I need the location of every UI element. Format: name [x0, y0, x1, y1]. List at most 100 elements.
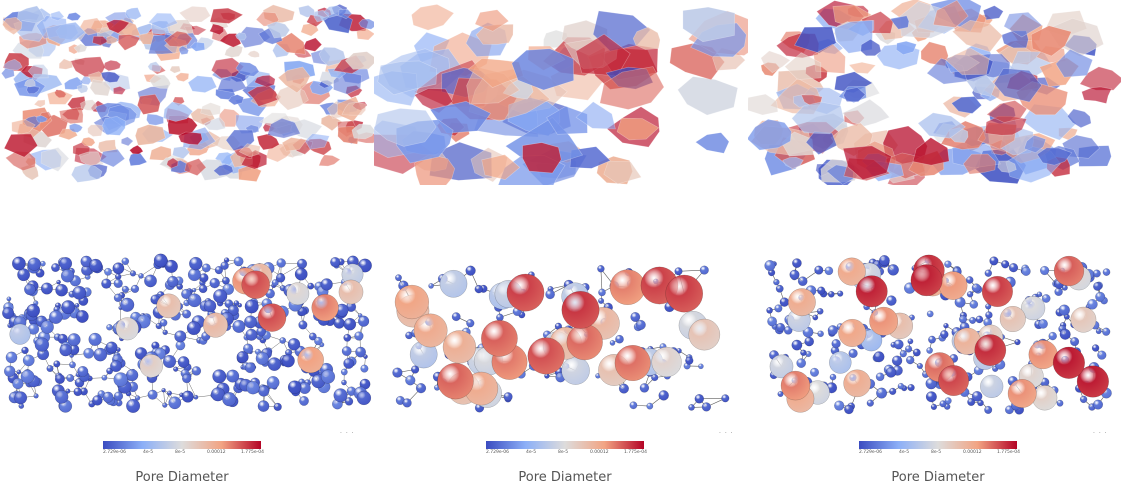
pore-sphere: [545, 289, 555, 300]
pore-sphere: [848, 348, 858, 359]
pore-sphere: [115, 317, 139, 341]
grain-region: [178, 45, 189, 55]
grain-region: [69, 123, 83, 133]
pore-sphere: [665, 274, 704, 313]
pore-sphere: [186, 321, 201, 336]
grain-region: [1036, 147, 1073, 166]
pore-sphere: [53, 360, 61, 368]
pore-sphere: [246, 380, 260, 395]
grain-region: [281, 137, 307, 152]
grain-region: [217, 75, 247, 93]
pore-sphere: [358, 258, 372, 273]
grain-region: [3, 133, 38, 158]
pore-sphere: [244, 362, 256, 374]
grain-region: [599, 66, 665, 110]
grain-region: [841, 98, 891, 127]
grain-region: [148, 12, 179, 30]
grain-region: [944, 47, 990, 76]
pore-sphere: [646, 402, 654, 410]
grain-region: [58, 58, 73, 70]
pore-sphere: [831, 339, 841, 349]
pore-sphere: [1053, 255, 1085, 287]
pore-network-model: [764, 254, 1112, 415]
grain-region: [748, 118, 792, 151]
grain-region: [238, 143, 261, 158]
pore-sphere: [182, 309, 192, 319]
pore-throat: [163, 390, 166, 406]
pore-throat: [600, 268, 603, 293]
pore-sphere: [496, 313, 504, 322]
pore-sphere: [1054, 287, 1063, 296]
pore-sphere: [311, 293, 339, 322]
pore-sphere: [916, 362, 924, 370]
pore-sphere: [187, 268, 201, 282]
grain-region: [175, 72, 190, 82]
grain-region: [2, 16, 23, 35]
pore-sphere: [893, 339, 904, 350]
grain-region: [211, 57, 245, 79]
grain-region: [59, 106, 84, 125]
pore-sphere: [74, 303, 80, 308]
pore-sphere: [343, 358, 355, 369]
pore-sphere: [971, 390, 983, 402]
grain-region: [134, 124, 166, 146]
pore-sphere: [766, 307, 773, 314]
colorbar-tick: 0.00012: [963, 450, 982, 455]
pore-sphere: [221, 276, 230, 285]
pore-sphere: [816, 308, 824, 315]
pore-sphere: [244, 299, 259, 314]
pore-sphere: [356, 390, 372, 406]
pore-sphere: [688, 404, 695, 411]
pore-sphere: [93, 347, 108, 362]
pore-sphere: [236, 351, 249, 364]
grain-region: [203, 116, 226, 131]
pore-sphere: [674, 267, 683, 276]
pore-sphere: [827, 325, 838, 336]
pore-sphere: [279, 337, 287, 344]
grain-region: [341, 101, 366, 116]
pore-sphere: [213, 288, 228, 304]
pore-sphere: [984, 269, 993, 277]
grain-region: [166, 157, 179, 169]
pore-sphere: [969, 316, 977, 324]
pore-sphere: [275, 273, 286, 283]
colorbar-tick: 8e-5: [558, 450, 569, 455]
pore-sphere: [340, 368, 348, 376]
grain-region: [474, 9, 510, 32]
pore-sphere: [166, 390, 172, 396]
pore-sphere: [189, 256, 203, 271]
grain-region: [106, 35, 119, 45]
pore-sphere: [54, 390, 69, 404]
pore-sphere: [257, 400, 270, 412]
pore-sphere: [1001, 260, 1010, 269]
grain-region: [213, 163, 234, 177]
grain-region: [682, 6, 736, 43]
pore-sphere: [1007, 379, 1037, 408]
grain-region: [986, 100, 1028, 123]
pore-sphere: [267, 357, 282, 371]
pore-sphere: [120, 297, 135, 312]
grain-region: [81, 136, 96, 147]
pore-sphere: [899, 350, 907, 358]
pore-sphere: [699, 265, 709, 275]
pore-sphere: [395, 274, 402, 282]
pore-sphere: [629, 401, 638, 410]
pore-sphere: [232, 319, 246, 333]
pore-throat: [678, 269, 705, 272]
grain-region: [616, 117, 660, 141]
pore-sphere: [299, 395, 309, 406]
pore-sphere: [174, 330, 187, 343]
colorbar-tick-max: 1.775e-04: [624, 450, 648, 455]
pore-sphere: [101, 374, 108, 381]
pore-sphere: [281, 354, 295, 368]
orientation-marker: · · ·: [340, 430, 355, 437]
pore-sphere: [971, 283, 981, 293]
pore-sphere: [944, 397, 952, 405]
pore-sphere: [1095, 328, 1102, 335]
pore-sphere: [233, 256, 244, 267]
pore-sphere: [1052, 346, 1085, 379]
pore-sphere: [9, 323, 31, 345]
grain-region: [137, 93, 161, 115]
grain-region: [784, 52, 822, 80]
pore-sphere: [16, 369, 22, 375]
